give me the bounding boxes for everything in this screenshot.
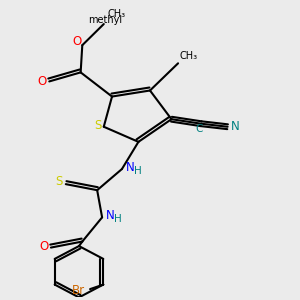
Text: methyl: methyl [88, 14, 122, 25]
Text: O: O [38, 75, 46, 88]
Text: C: C [196, 124, 203, 134]
Text: H: H [114, 214, 122, 224]
Text: Br: Br [72, 284, 85, 297]
Text: N: N [126, 161, 135, 174]
Text: CH₃: CH₃ [180, 51, 198, 61]
Text: O: O [73, 35, 82, 48]
Text: S: S [55, 175, 62, 188]
Text: CH₃: CH₃ [107, 9, 125, 19]
Text: N: N [106, 209, 115, 222]
Text: N: N [230, 120, 239, 133]
Text: O: O [39, 240, 48, 253]
Text: H: H [134, 166, 142, 176]
Text: S: S [94, 119, 101, 132]
